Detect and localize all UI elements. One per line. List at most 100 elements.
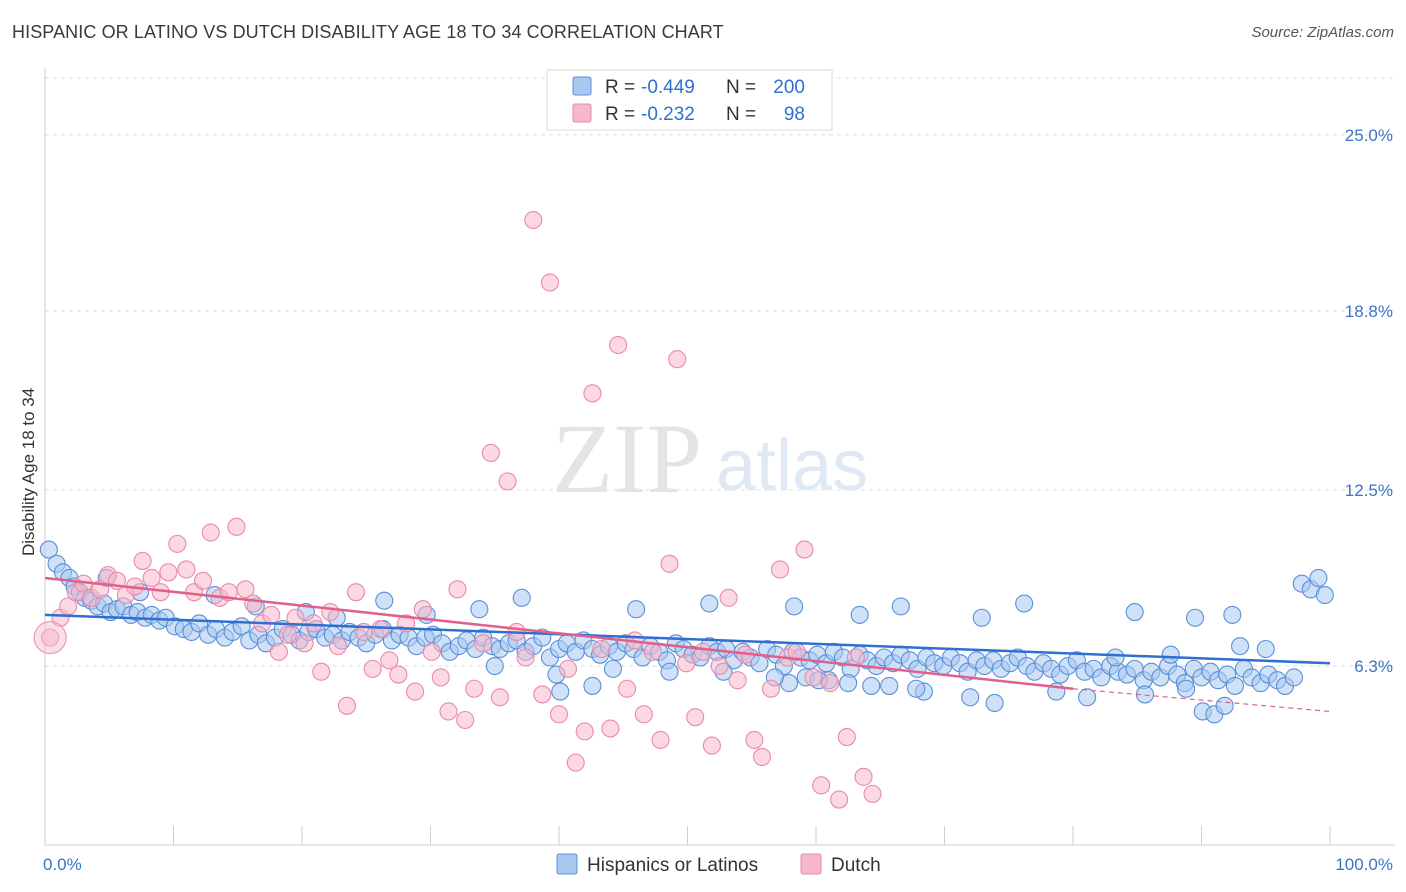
hispanic-point xyxy=(1125,603,1144,622)
hispanic-point xyxy=(1309,568,1328,588)
legend-box: R = -0.449 N = 200 R = -0.232 N = 98 xyxy=(546,69,833,131)
hispanic-point xyxy=(961,688,980,707)
dutch-point xyxy=(601,719,620,738)
dutch-point xyxy=(592,639,611,659)
trend-line-dutch-extension xyxy=(1072,688,1331,713)
dutch-point xyxy=(863,784,882,803)
hispanic-point xyxy=(551,682,570,701)
dutch-point xyxy=(363,659,382,678)
legend-r-label-pink: R = xyxy=(605,104,635,125)
watermark-zip: ZIP xyxy=(552,403,702,514)
dutch-point xyxy=(465,679,484,698)
hispanic-point xyxy=(512,588,531,607)
hispanic-point xyxy=(1161,645,1180,664)
bottom-legend-label-blue: Hispanics or Latinos xyxy=(587,855,758,876)
dutch-point xyxy=(524,210,543,230)
series-dutch-points xyxy=(33,210,882,809)
dutch-point xyxy=(337,696,357,715)
dutch-point xyxy=(837,728,856,747)
dutch-point xyxy=(668,350,687,369)
y-tick-label: 12.5% xyxy=(1345,481,1393,500)
dutch-point xyxy=(142,568,161,588)
dutch-point xyxy=(304,614,323,633)
dutch-point xyxy=(481,443,500,463)
dutch-point xyxy=(201,523,220,542)
dutch-point xyxy=(41,628,60,647)
dutch-point xyxy=(346,583,366,602)
dutch-point xyxy=(262,605,281,624)
hispanic-point xyxy=(603,659,623,678)
hispanic-point xyxy=(583,676,602,695)
dutch-point xyxy=(328,637,348,656)
dutch-point xyxy=(448,580,467,599)
dutch-point xyxy=(752,747,772,766)
chart-source: Source: ZipAtlas.com xyxy=(1251,24,1394,41)
x-tick-labels: 0.0% 100.0% xyxy=(43,855,1393,874)
legend-swatch-blue xyxy=(572,76,592,96)
dutch-point xyxy=(389,665,408,684)
trend-line-hispanics xyxy=(44,613,1331,665)
dutch-point xyxy=(177,560,196,579)
legend-swatch-pink xyxy=(572,103,592,123)
dutch-point xyxy=(498,472,517,491)
dutch-point xyxy=(634,705,653,724)
bottom-legend-label-pink: Dutch xyxy=(831,855,881,876)
hispanic-point xyxy=(1284,668,1304,687)
hispanic-point xyxy=(700,594,719,613)
legend-n-label-blue: N = xyxy=(726,77,756,98)
dutch-point xyxy=(295,634,314,653)
dutch-point xyxy=(286,608,305,627)
dutch-point xyxy=(439,702,458,721)
dutch-point xyxy=(413,600,432,619)
dutch-point xyxy=(431,668,450,687)
dutch-point xyxy=(422,642,441,661)
dutch-point xyxy=(168,534,187,553)
legend-r-value-pink: -0.232 xyxy=(641,104,695,125)
dutch-point xyxy=(618,679,637,698)
trend-lines xyxy=(44,576,1331,713)
hispanic-point xyxy=(850,605,869,624)
dutch-point xyxy=(745,730,764,749)
dutch-point xyxy=(380,651,399,670)
dutch-point xyxy=(312,662,331,681)
x-tick-label-max: 100.0% xyxy=(1335,855,1393,874)
dutch-point xyxy=(686,708,705,727)
watermark-atlas: atlas xyxy=(716,426,868,506)
y-tick-label: 18.8% xyxy=(1345,302,1393,321)
legend-n-label-pink: N = xyxy=(726,104,756,125)
hispanic-point xyxy=(1078,688,1097,707)
dutch-point xyxy=(244,594,263,613)
dutch-point xyxy=(474,634,493,653)
hispanic-point xyxy=(907,679,926,698)
dutch-point xyxy=(660,554,679,573)
dutch-point xyxy=(566,753,585,772)
axes xyxy=(44,68,1395,846)
grid-lines xyxy=(45,77,1395,667)
hispanic-point xyxy=(1186,608,1205,627)
dutch-point xyxy=(540,273,560,292)
hispanic-point xyxy=(785,597,804,616)
dutch-point xyxy=(702,736,721,755)
hispanic-point xyxy=(375,591,394,610)
dutch-point xyxy=(821,674,840,693)
watermark: ZIP atlas xyxy=(552,403,868,514)
legend-r-label-blue: R = xyxy=(605,77,635,98)
bottom-legend: Hispanics or Latinos Dutch xyxy=(556,853,881,876)
dutch-point xyxy=(761,679,781,698)
hispanic-point xyxy=(660,662,679,681)
hispanic-point xyxy=(1106,648,1125,667)
hispanic-point xyxy=(972,608,991,627)
dutch-point xyxy=(516,648,535,667)
dutch-point xyxy=(133,551,152,570)
dutch-point xyxy=(728,671,747,690)
dutch-point xyxy=(406,682,425,701)
dutch-point xyxy=(194,571,213,590)
dutch-point xyxy=(533,685,552,704)
y-tick-label: 6.3% xyxy=(1354,657,1393,676)
dutch-point xyxy=(651,730,670,749)
x-tick-label-min: 0.0% xyxy=(43,855,82,874)
dutch-point xyxy=(609,335,628,355)
legend-n-value-blue: 200 xyxy=(773,77,805,98)
hispanic-point xyxy=(862,676,881,695)
